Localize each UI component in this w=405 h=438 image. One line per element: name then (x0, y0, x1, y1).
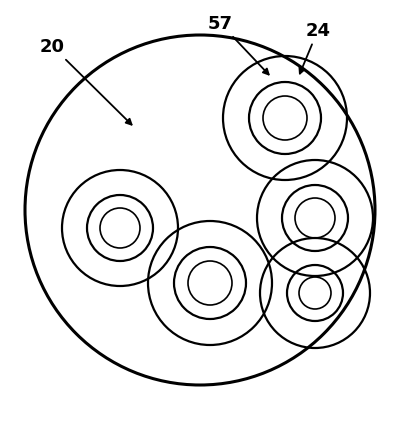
Text: 57: 57 (207, 15, 268, 75)
Text: 20: 20 (39, 38, 131, 125)
Text: 24: 24 (298, 22, 330, 74)
